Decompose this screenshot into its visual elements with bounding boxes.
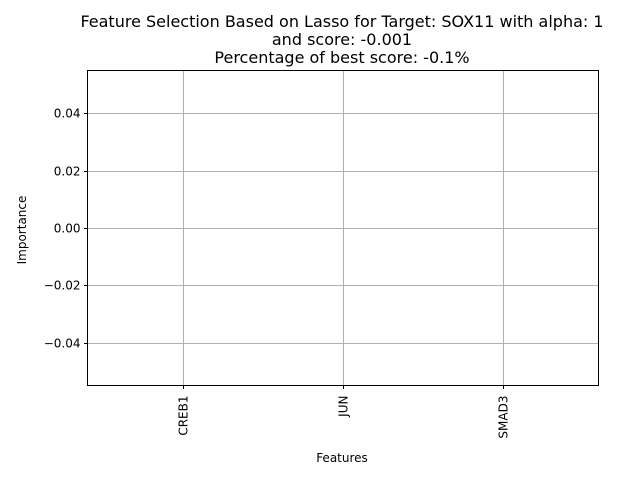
y-tick-label: −0.04 [44,337,81,351]
x-tick-label: SMAD3 [497,396,511,439]
x-tick-label: CREB1 [177,396,191,436]
chart-title: Feature Selection Based on Lasso for Tar… [80,12,603,67]
grid-lines [87,70,599,386]
chart-title-line-3: Percentage of best score: -0.1% [214,48,469,67]
chart-title-line-1: Feature Selection Based on Lasso for Tar… [80,12,603,31]
y-tick-label: 0.04 [54,107,81,121]
y-axis: −0.04 −0.02 0.00 0.02 0.04 [44,107,88,351]
y-axis-label: Importance [15,196,29,265]
y-tick-label: 0.02 [54,165,81,179]
chart-title-line-2: and score: -0.001 [272,30,412,49]
x-tick-label: JUN [337,396,351,418]
y-tick-label: 0.00 [54,222,81,236]
y-tick-label: −0.02 [44,279,81,293]
x-axis: CREB1 JUN SMAD3 [177,385,511,439]
x-axis-label: Features [316,451,368,465]
